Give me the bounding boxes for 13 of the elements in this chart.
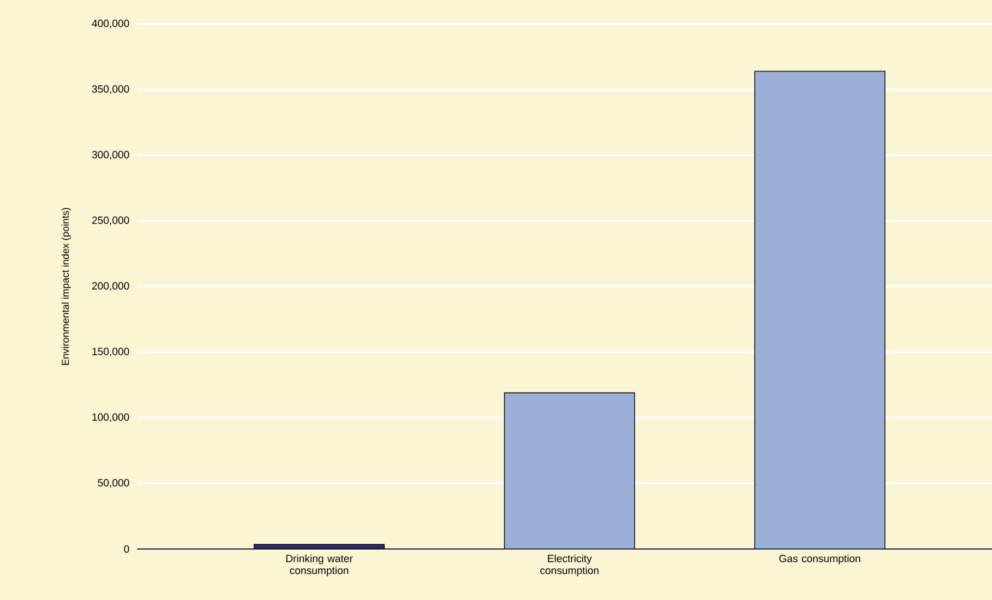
y-tick-label: 200,000 — [92, 282, 130, 291]
x-tick-label: Gas consumption — [779, 554, 860, 564]
x-tick-label: Electricity consumption — [540, 554, 598, 576]
y-tick-label: 50,000 — [98, 479, 130, 488]
y-tick-label: 400,000 — [92, 20, 130, 28]
y-tick-label: 350,000 — [92, 85, 130, 94]
y-axis-title: Environmental impact index (points) — [62, 208, 71, 365]
y-tick-label: 300,000 — [92, 150, 130, 160]
y-tick-label: 100,000 — [92, 413, 130, 422]
x-tick-label: Drinking water consumption — [286, 554, 353, 576]
y-tick-label: 0 — [124, 545, 130, 553]
y-tick-label: 150,000 — [92, 348, 130, 356]
y-tick-label: 250,000 — [92, 216, 130, 226]
